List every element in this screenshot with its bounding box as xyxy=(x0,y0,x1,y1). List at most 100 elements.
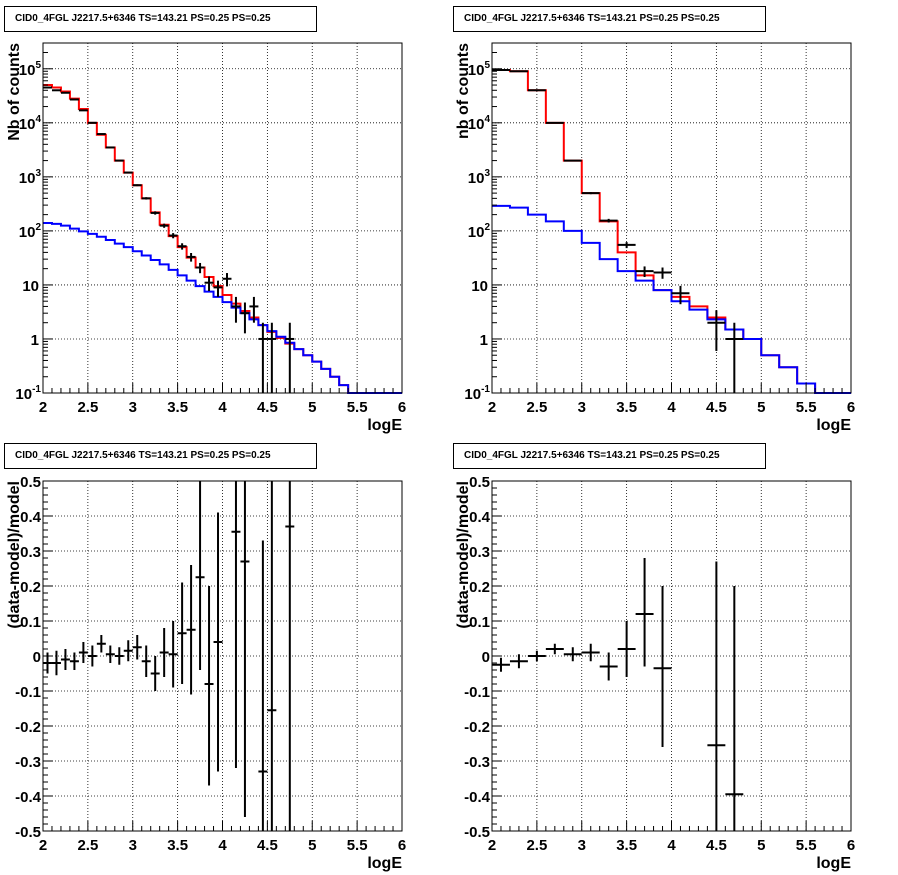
data-point xyxy=(195,481,205,670)
data-point xyxy=(186,565,196,695)
data-point xyxy=(240,302,250,334)
y-tick-label-exponent: 5 xyxy=(35,60,41,71)
x-axis-label: logE xyxy=(816,855,851,872)
y-tick-label: 103 xyxy=(19,168,42,187)
data-point xyxy=(123,640,133,662)
data-point xyxy=(527,650,546,662)
plot-counts-right: 2 2.5 3 3.5 4 4.5 5 5.5 610-1110102103104105logE… xyxy=(455,42,855,434)
x-tick-label: 5.5 xyxy=(796,399,817,416)
data-point xyxy=(258,322,268,393)
data-point xyxy=(285,322,295,393)
y-tick-label: 10 xyxy=(22,278,39,295)
data-point xyxy=(231,296,241,323)
data-point xyxy=(69,652,79,670)
data-point xyxy=(132,635,142,660)
data-point xyxy=(105,146,115,149)
y-axis-label: nb of counts xyxy=(455,43,472,139)
data-point xyxy=(231,481,241,768)
y-tick-label-base: 10 xyxy=(468,170,485,187)
y-tick-label: 105 xyxy=(468,60,491,79)
x-tick-label: 6 xyxy=(847,399,855,416)
y-tick-label: -0.3 xyxy=(15,754,41,771)
x-tick-label: 5.5 xyxy=(347,837,368,854)
data-point xyxy=(60,91,70,94)
x-tick-label: 2.5 xyxy=(526,399,547,416)
x-tick-label: 3.5 xyxy=(167,837,188,854)
x-tick-label: 3.5 xyxy=(616,837,637,854)
data-point xyxy=(186,252,196,262)
y-tick-label: 103 xyxy=(468,168,491,187)
y-tick-label-exponent: -1 xyxy=(481,384,490,395)
data-point xyxy=(671,285,690,305)
y-tick-label: 0.2 xyxy=(469,579,490,596)
y-tick-label-base: 10 xyxy=(15,386,32,403)
x-tick-label: 4.5 xyxy=(706,399,727,416)
y-tick-label-base: 10 xyxy=(19,62,36,79)
x-tick-label: 3 xyxy=(129,399,137,416)
x-tick-label: 6 xyxy=(398,837,406,854)
x-tick-label: 4 xyxy=(218,837,227,854)
y-tick-label: 1 xyxy=(31,332,39,349)
data-point xyxy=(159,628,169,677)
chart-title-counts-right: CID0_4FGL J2217.5+6346 TS=143.21 PS=0.25… xyxy=(453,6,766,32)
y-tick-label-exponent: 3 xyxy=(35,168,41,179)
plot-residuals-right: 2 2.5 3 3.5 4 4.5 5 5.5 6 -0.5 -0.4 -0.3 -0.2 -0.1 0 0.… xyxy=(455,474,855,872)
y-tick-label-exponent: 3 xyxy=(484,168,490,179)
y-tick-label: 10-1 xyxy=(464,384,490,403)
data-point xyxy=(509,654,528,669)
chart-title-counts-left: CID0_4FGL J2217.5+6346 TS=143.21 PS=0.25… xyxy=(4,6,317,32)
y-tick-label-exponent: 2 xyxy=(484,222,490,233)
x-axis-label: logE xyxy=(816,417,851,434)
data-point xyxy=(563,159,582,162)
x-tick-label: 4.5 xyxy=(257,399,278,416)
data-point xyxy=(150,211,160,215)
y-tick-label-exponent: -1 xyxy=(32,384,41,395)
data-point xyxy=(222,273,232,287)
data-point xyxy=(653,586,672,747)
y-tick-label: 105 xyxy=(19,60,42,79)
y-tick-label-exponent: 4 xyxy=(484,114,490,125)
y-tick-label: -0.5 xyxy=(464,824,490,841)
data-point xyxy=(114,159,124,162)
x-tick-label: 2 xyxy=(488,837,496,854)
y-axis-label: Nb of counts xyxy=(6,43,23,141)
y-tick-label: -0.5 xyxy=(15,824,41,841)
y-tick-label: -0.2 xyxy=(15,719,41,736)
x-tick-label: 4.5 xyxy=(257,837,278,854)
chart-title-residuals-left: CID0_4FGL J2217.5+6346 TS=143.21 PS=0.25… xyxy=(4,443,317,469)
y-tick-label-exponent: 2 xyxy=(35,222,41,233)
data-point xyxy=(545,643,564,655)
y-tick-label: -0.1 xyxy=(15,684,41,701)
y-tick-label: 0.4 xyxy=(20,509,42,526)
data-point xyxy=(96,635,106,653)
chart-title-residuals-right: CID0_4FGL J2217.5+6346 TS=143.21 PS=0.25… xyxy=(453,443,766,469)
data-point xyxy=(69,98,79,101)
x-tick-label: 2 xyxy=(39,399,47,416)
data-point xyxy=(141,197,151,200)
data-point xyxy=(635,266,654,278)
data-point xyxy=(213,512,223,772)
x-tick-label: 3.5 xyxy=(616,399,637,416)
y-tick-label: 0.5 xyxy=(20,474,41,491)
data-point xyxy=(599,652,618,681)
data-point xyxy=(105,645,115,663)
data-point xyxy=(635,558,654,667)
data-point xyxy=(653,267,672,279)
x-tick-label: 6 xyxy=(847,837,855,854)
data-point xyxy=(617,242,636,249)
y-tick-label: 10 xyxy=(471,278,488,295)
y-tick-label: 10-1 xyxy=(15,384,41,403)
data-point xyxy=(195,262,205,274)
data-point xyxy=(267,481,277,831)
data-point xyxy=(168,233,178,239)
data-point xyxy=(60,649,70,670)
y-tick-label: 102 xyxy=(468,222,491,241)
y-tick-label: 0 xyxy=(33,649,41,666)
x-tick-label: 5 xyxy=(308,399,316,416)
y-tick-label-exponent: 5 xyxy=(484,60,490,71)
series-model-background-line xyxy=(43,221,402,394)
data-point xyxy=(177,582,187,684)
y-tick-label: -0.4 xyxy=(15,789,42,806)
data-point xyxy=(258,540,268,831)
